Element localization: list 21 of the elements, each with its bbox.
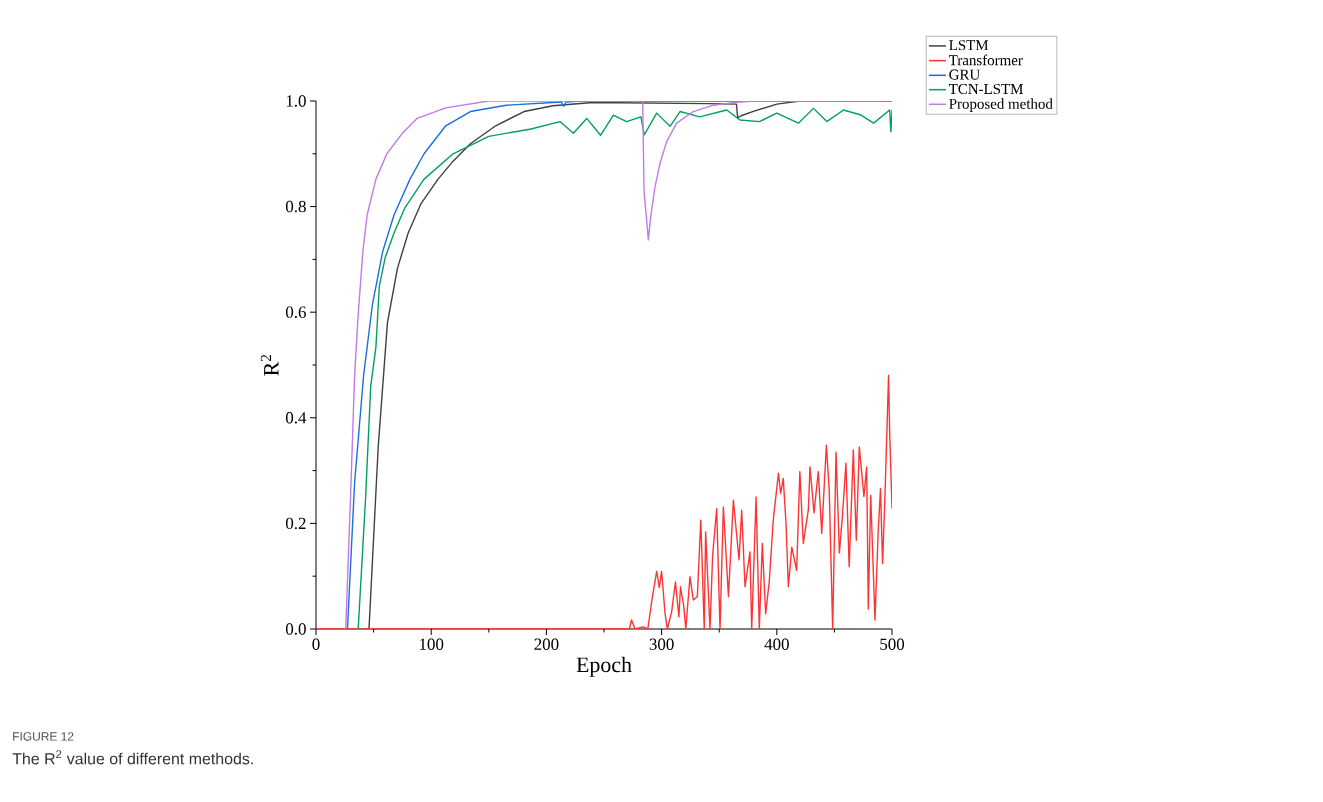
legend-label: GRU xyxy=(949,69,980,80)
y-tick-label: 1.0 xyxy=(286,95,306,107)
x-tick-label: 500 xyxy=(880,638,905,650)
x-tick-label: 100 xyxy=(419,638,444,650)
legend-label: TCN-LSTM xyxy=(948,83,1023,95)
y-tick-label: 0.2 xyxy=(285,517,306,530)
y-axis-title: R$^{2}$ xyxy=(260,354,279,376)
y-tick-label: 0.4 xyxy=(285,412,307,424)
x-tick-label: 400 xyxy=(764,638,789,650)
caption: FIGURE 12 xyxy=(13,732,74,741)
x-axis-title: Epoch xyxy=(576,656,632,677)
legend-label: Transformer xyxy=(948,54,1023,66)
y-tick-label: 0.0 xyxy=(285,623,306,635)
x-tick-label: 200 xyxy=(534,638,559,650)
y-tick-label: 0.6 xyxy=(285,306,306,318)
y-tick-label: 0.8 xyxy=(285,200,306,213)
x-tick-label: 0 xyxy=(312,638,320,650)
x-tick-label: 300 xyxy=(649,638,674,650)
legend-label: Proposed method xyxy=(949,98,1053,112)
text: The R$^{2}$ value of different methods. xyxy=(12,750,253,765)
legend-label: LSTM xyxy=(949,40,989,51)
